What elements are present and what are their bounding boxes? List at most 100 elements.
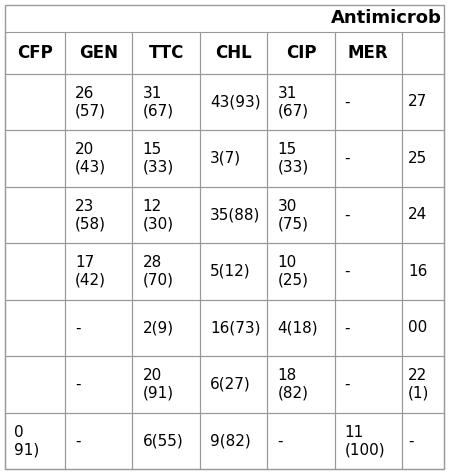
Bar — [335, 243, 402, 300]
Bar — [5, 243, 65, 300]
Text: -: - — [345, 377, 350, 392]
Text: 20
(43): 20 (43) — [75, 142, 106, 174]
Text: 3(7): 3(7) — [210, 151, 241, 166]
Bar — [200, 130, 267, 187]
Text: Antimicrob: Antimicrob — [330, 9, 441, 27]
Bar — [200, 300, 267, 356]
Text: -: - — [345, 320, 350, 336]
Bar — [402, 412, 444, 469]
Text: 23
(58): 23 (58) — [75, 199, 106, 231]
Text: 12
(30): 12 (30) — [143, 199, 173, 231]
Bar — [5, 356, 65, 412]
Bar — [402, 187, 444, 243]
Bar — [200, 243, 267, 300]
Bar — [335, 32, 402, 73]
Bar — [5, 187, 65, 243]
Text: 20
(91): 20 (91) — [143, 368, 173, 401]
Text: 17
(42): 17 (42) — [75, 255, 106, 288]
Text: 15
(33): 15 (33) — [143, 142, 174, 174]
Text: 24: 24 — [408, 208, 428, 222]
Text: 31
(67): 31 (67) — [277, 86, 309, 118]
Text: 00: 00 — [408, 320, 428, 336]
Text: 4(18): 4(18) — [277, 320, 318, 336]
Bar — [132, 130, 200, 187]
Bar — [335, 412, 402, 469]
Text: 0
91): 0 91) — [14, 425, 39, 457]
Text: -: - — [345, 94, 350, 109]
Bar — [335, 130, 402, 187]
Bar — [5, 412, 65, 469]
Text: TTC: TTC — [148, 44, 184, 62]
Text: 43(93): 43(93) — [210, 94, 261, 109]
Bar — [65, 130, 132, 187]
Bar — [65, 412, 132, 469]
Bar — [402, 130, 444, 187]
Text: -: - — [75, 433, 81, 448]
Text: 10
(25): 10 (25) — [277, 255, 308, 288]
Text: 16(73): 16(73) — [210, 320, 260, 336]
Bar — [335, 187, 402, 243]
Bar — [132, 187, 200, 243]
Text: -: - — [75, 320, 81, 336]
Bar — [200, 187, 267, 243]
Text: 22
(1): 22 (1) — [408, 368, 429, 401]
Bar — [402, 243, 444, 300]
Bar — [200, 356, 267, 412]
Text: -: - — [277, 433, 283, 448]
Text: -: - — [345, 151, 350, 166]
Bar — [335, 73, 402, 130]
Bar — [5, 300, 65, 356]
Text: 31
(67): 31 (67) — [143, 86, 173, 118]
Text: 6(55): 6(55) — [143, 433, 183, 448]
Text: 11
(100): 11 (100) — [345, 425, 385, 457]
Bar — [267, 300, 335, 356]
Bar — [267, 412, 335, 469]
Text: -: - — [408, 433, 414, 448]
Bar — [267, 73, 335, 130]
Bar — [132, 300, 200, 356]
Bar — [65, 187, 132, 243]
Bar — [132, 32, 200, 73]
Text: 35(88): 35(88) — [210, 208, 260, 222]
Text: 27: 27 — [408, 94, 428, 109]
Bar — [5, 32, 65, 73]
Bar — [335, 356, 402, 412]
Text: 15
(33): 15 (33) — [277, 142, 309, 174]
Text: 18
(82): 18 (82) — [277, 368, 308, 401]
Text: 30
(75): 30 (75) — [277, 199, 308, 231]
Bar — [200, 73, 267, 130]
Bar — [65, 300, 132, 356]
Bar — [5, 73, 65, 130]
Text: -: - — [345, 208, 350, 222]
Bar — [65, 32, 132, 73]
Bar — [132, 412, 200, 469]
Text: 5(12): 5(12) — [210, 264, 251, 279]
Text: 6(27): 6(27) — [210, 377, 251, 392]
Text: 2(9): 2(9) — [143, 320, 173, 336]
Text: -: - — [345, 264, 350, 279]
Bar — [267, 187, 335, 243]
Text: MER: MER — [348, 44, 389, 62]
Bar — [402, 356, 444, 412]
Bar — [402, 73, 444, 130]
Bar — [402, 300, 444, 356]
Bar — [267, 356, 335, 412]
Text: 28
(70): 28 (70) — [143, 255, 173, 288]
Text: 25: 25 — [408, 151, 428, 166]
Bar — [132, 356, 200, 412]
Bar — [5, 130, 65, 187]
Bar — [267, 243, 335, 300]
Bar — [267, 32, 335, 73]
Bar — [200, 32, 267, 73]
Text: CHL: CHL — [215, 44, 252, 62]
Text: CIP: CIP — [286, 44, 316, 62]
Bar — [132, 73, 200, 130]
Bar — [65, 243, 132, 300]
Bar — [335, 300, 402, 356]
Text: -: - — [75, 377, 81, 392]
Bar — [65, 356, 132, 412]
Bar — [200, 412, 267, 469]
Bar — [65, 73, 132, 130]
Text: 26
(57): 26 (57) — [75, 86, 106, 118]
Bar — [132, 243, 200, 300]
